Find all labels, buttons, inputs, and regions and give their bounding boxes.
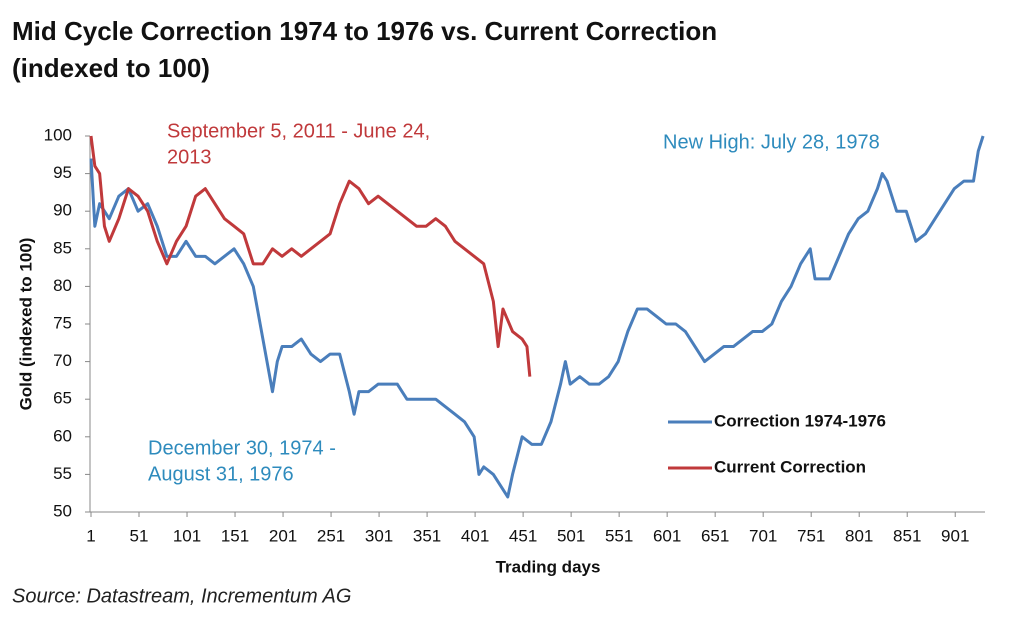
x-tick-label: 101 [173,526,201,545]
x-tick-label: 601 [653,526,681,545]
legend-label: Correction 1974-1976 [714,411,886,430]
y-tick-label: 50 [53,501,72,520]
x-tick-label: 901 [941,526,969,545]
x-tick-label: 151 [221,526,249,545]
y-tick-label: 70 [53,351,72,370]
x-tick-label: 851 [893,526,921,545]
x-tick-label: 801 [845,526,873,545]
line-series [89,135,985,499]
x-tick-label: 351 [413,526,441,545]
y-tick-label: 55 [53,464,72,483]
annotation: 2013 [167,146,212,168]
y-tick-label: 85 [53,238,72,257]
x-tick-label: 451 [509,526,537,545]
x-tick-label: 551 [605,526,633,545]
source: Source: Datastream, Incrementum AG [12,585,351,607]
annotation: New High: July 28, 1978 [663,131,880,153]
x-tick-label: 401 [461,526,489,545]
annotation: September 5, 2011 - June 24, [167,120,430,142]
chart-title: Mid Cycle Correction 1974 to 1976 vs. Cu… [12,16,717,46]
legend-label: Current Correction [714,457,866,476]
x-axis-label: Trading days [496,557,601,576]
y-tick-label: 100 [44,125,72,144]
y-tick-label: 65 [53,389,72,408]
y-tick-label: 80 [53,276,72,295]
x-tick-label: 751 [797,526,825,545]
y-tick-label: 60 [53,426,72,445]
x-tick-label: 651 [701,526,729,545]
x-tick-label: 51 [130,526,149,545]
annotation: December 30, 1974 - [148,437,336,459]
line-series [89,135,532,377]
y-tick-label: 75 [53,313,72,332]
x-tick-label: 301 [365,526,393,545]
y-tick-label: 95 [53,163,72,182]
x-tick-label: 251 [317,526,345,545]
y-axis-label: Gold (indexed to 100) [16,238,35,411]
annotation: August 31, 1976 [148,463,294,485]
x-tick-label: 701 [749,526,777,545]
y-tick-label: 90 [53,201,72,220]
chart-title: (indexed to 100) [12,53,210,83]
x-tick-label: 201 [269,526,297,545]
x-tick-label: 501 [557,526,585,545]
x-tick-label: 1 [86,526,95,545]
